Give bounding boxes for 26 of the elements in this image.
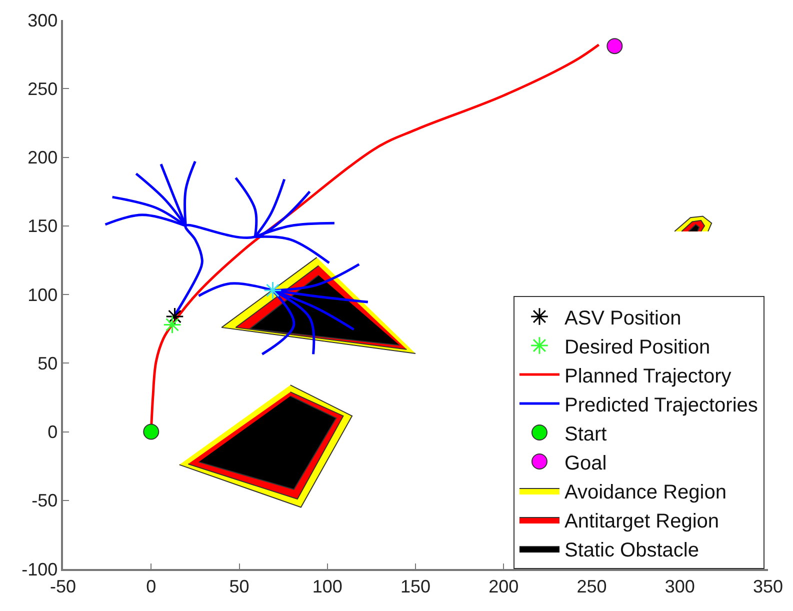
legend-label: Planned Trajectory [564, 365, 732, 388]
y-tick-label: 200 [28, 148, 58, 168]
x-tick-label: 300 [664, 576, 695, 596]
legend-label: Predicted Trajectories [564, 394, 758, 416]
y-tick-label: 250 [28, 78, 58, 99]
x-tick-label: 150 [400, 576, 431, 596]
legend-label: Avoidance Region [564, 481, 726, 504]
y-tick-label: 150 [28, 216, 58, 236]
legend-label: Antitarget Region [564, 510, 720, 532]
x-tick-label: 200 [488, 576, 519, 596]
legend-label: Desired Position [564, 336, 710, 358]
x-tick-label: 100 [312, 576, 342, 596]
y-tick-label: -100 [22, 559, 58, 580]
y-tick-label: 50 [38, 353, 58, 374]
y-tick-label: 100 [28, 284, 58, 305]
legend-label: Static Obstacle [564, 539, 699, 562]
y-tick-label: -50 [32, 490, 58, 511]
y-tick-label: 0 [48, 422, 58, 442]
y-tick-label: 300 [28, 10, 58, 30]
legend-label: ASV Position [564, 307, 682, 330]
x-tick-label: 350 [752, 576, 784, 596]
legend-label: Start [564, 423, 608, 446]
x-tick-label: 0 [146, 576, 156, 596]
legend-label: Goal [564, 452, 607, 474]
x-tick-label: 50 [229, 576, 250, 596]
x-tick-label: 250 [576, 576, 607, 596]
